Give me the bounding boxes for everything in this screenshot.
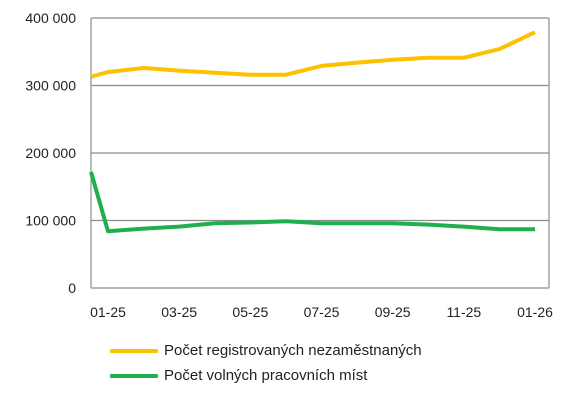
series-lines [89,30,536,234]
y-tick-label: 400 000 [25,10,76,26]
series-line-unemployed [90,30,536,79]
legend-swatch-vacancies [110,373,158,378]
legend: Počet registrovaných nezaměstnaných Poče… [110,338,422,388]
legend-swatch-unemployed [110,348,158,353]
legend-label-unemployed: Počet registrovaných nezaměstnaných [164,342,422,359]
series-line-vacancies [89,171,535,234]
y-tick-label: 300 000 [25,78,76,94]
x-tick-label: 09-25 [375,304,411,320]
x-axis-tick-labels: 01-25 03-25 05-25 07-25 09-25 11-25 01-26 [90,304,553,320]
x-tick-label: 03-25 [161,304,197,320]
x-tick-label: 01-25 [90,304,126,320]
x-tick-label: 01-26 [517,304,553,320]
line-chart: 0 100 000 200 000 300 000 400 000 01-25 03-25… [25,10,553,320]
y-tick-label: 200 000 [25,145,76,161]
y-axis-tick-labels: 0 100 000 200 000 300 000 400 000 [25,10,76,296]
y-tick-label: 0 [68,280,76,296]
x-tick-label: 05-25 [232,304,268,320]
grid-lines [91,17,549,222]
x-tick-label: 11-25 [446,304,481,320]
y-tick-label: 100 000 [25,213,76,229]
legend-item-vacancies: Počet volných pracovních míst [110,363,422,388]
legend-label-vacancies: Počet volných pracovních míst [164,367,368,384]
legend-item-unemployed: Počet registrovaných nezaměstnaných [110,338,422,363]
x-tick-label: 07-25 [304,304,340,320]
axes [90,18,550,289]
